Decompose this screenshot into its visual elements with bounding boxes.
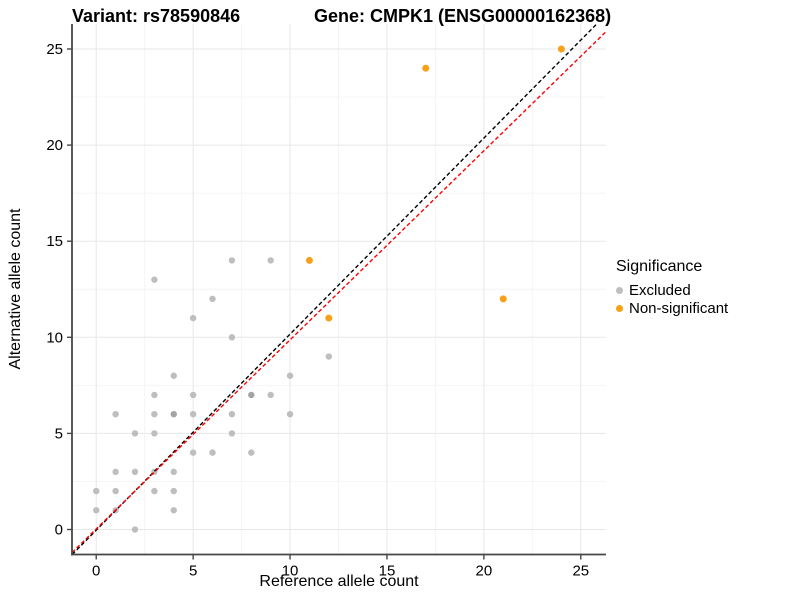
non-significant-dot-icon bbox=[616, 304, 623, 312]
data-point-excluded bbox=[151, 391, 158, 399]
excluded-dot-icon bbox=[616, 286, 623, 294]
data-point-excluded bbox=[228, 257, 236, 264]
data-point-excluded bbox=[228, 334, 236, 341]
y-tick-label: 5 bbox=[55, 425, 63, 442]
x-axis-title: Reference allele count bbox=[259, 573, 419, 590]
data-point-excluded bbox=[151, 410, 158, 418]
fit-line bbox=[71, 31, 607, 554]
data-point-excluded bbox=[170, 507, 177, 514]
variant-title: Variant: rs78590846 bbox=[72, 6, 241, 26]
data-point-excluded bbox=[112, 468, 119, 476]
data-point-excluded bbox=[189, 410, 197, 418]
legend-item-excluded: Excluded bbox=[616, 281, 728, 299]
x-tick-label: 25 bbox=[572, 563, 589, 580]
y-tick-label: 20 bbox=[46, 137, 63, 154]
legend-item-non-significant: Non-significant bbox=[616, 299, 728, 317]
legend-title: Significance bbox=[616, 258, 703, 275]
legend-item-label: Non-significant bbox=[629, 299, 729, 317]
data-point-excluded bbox=[286, 410, 294, 418]
data-point-excluded bbox=[151, 487, 158, 495]
data-point-excluded bbox=[151, 430, 158, 437]
data-point-non-significant bbox=[557, 45, 565, 53]
data-point-non-significant bbox=[305, 256, 313, 264]
data-point-excluded bbox=[209, 449, 216, 456]
data-point-excluded bbox=[131, 468, 139, 476]
y-tick-label: 15 bbox=[46, 233, 63, 250]
data-point-excluded bbox=[112, 410, 119, 418]
data-point-excluded bbox=[267, 257, 274, 264]
x-tick-label: 20 bbox=[476, 563, 493, 580]
legend: Significance Excluded Non-significant bbox=[616, 258, 728, 317]
data-point-excluded bbox=[170, 468, 177, 476]
data-point-excluded bbox=[112, 487, 119, 495]
data-point-excluded bbox=[170, 487, 177, 495]
data-point-excluded bbox=[131, 430, 139, 437]
data-point-excluded bbox=[170, 372, 177, 379]
data-point-excluded-overlapping- bbox=[248, 391, 255, 399]
x-tick-label: 5 bbox=[189, 563, 197, 580]
y-tick-label: 10 bbox=[46, 329, 63, 346]
data-point-excluded bbox=[228, 430, 236, 437]
identity-line bbox=[71, 23, 597, 555]
data-point-excluded bbox=[189, 449, 197, 456]
data-point-excluded bbox=[93, 487, 100, 495]
x-tick-label: 15 bbox=[379, 563, 396, 580]
data-point-non-significant bbox=[499, 295, 507, 303]
data-point-excluded bbox=[228, 410, 236, 418]
x-tick-label: 10 bbox=[282, 563, 299, 580]
y-axis-title: Alternative allele count bbox=[7, 208, 24, 370]
legend-item-label: Excluded bbox=[629, 281, 691, 299]
data-point-excluded bbox=[286, 372, 294, 379]
data-point-excluded bbox=[189, 314, 197, 322]
data-point-excluded-overlapping- bbox=[170, 410, 177, 418]
data-point-excluded bbox=[131, 526, 139, 533]
y-tick-label: 25 bbox=[46, 41, 63, 58]
data-point-excluded bbox=[151, 276, 158, 283]
data-point-excluded bbox=[209, 295, 216, 303]
x-tick-label: 0 bbox=[92, 563, 100, 580]
data-point-excluded bbox=[325, 353, 333, 360]
data-point-excluded bbox=[93, 507, 100, 514]
data-point-non-significant bbox=[422, 64, 430, 72]
data-point-excluded bbox=[189, 391, 197, 399]
data-point-excluded bbox=[248, 449, 255, 456]
gene-title: Gene: CMPK1 (ENSG00000162368) bbox=[314, 6, 612, 26]
data-point-excluded bbox=[267, 391, 274, 399]
y-tick-label: 0 bbox=[55, 522, 63, 539]
data-point-non-significant bbox=[325, 314, 333, 322]
